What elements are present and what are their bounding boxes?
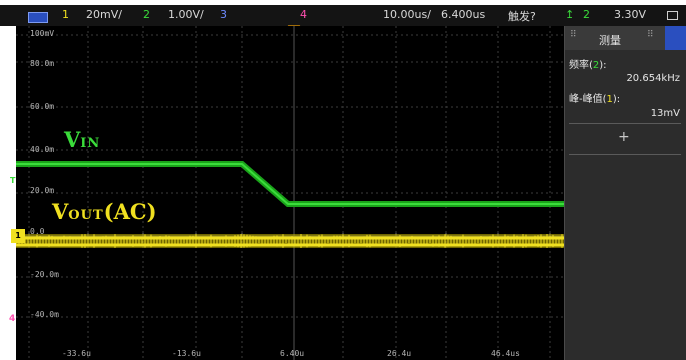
peak-to-peak-value: 13mV (650, 108, 680, 119)
graticule (16, 26, 564, 360)
drag-handle-icon[interactable]: ⠿ (570, 30, 577, 40)
x-label: 46.4us (491, 349, 520, 358)
menu-window-icon[interactable] (667, 11, 678, 20)
ch4-number[interactable]: 4 (300, 8, 307, 21)
panel-menu-button[interactable] (665, 26, 686, 50)
x-label: -13.6u (172, 349, 201, 358)
frequency-label: 频率(2): (569, 60, 607, 71)
y-label: 60.0m (30, 102, 55, 111)
x-label: 26.4u (387, 349, 412, 358)
ch1-scale[interactable]: 20mV/ (86, 8, 122, 21)
frequency-value: 20.654kHz (626, 73, 680, 84)
y-label: 80.0m (30, 59, 55, 68)
ch2-scale[interactable]: 1.00V/ (168, 8, 204, 21)
panel-divider (569, 123, 681, 124)
ch2-number[interactable]: 2 (143, 8, 150, 21)
waveform-display[interactable]: 100mV 80.0m 60.0m 40.0m 20.0m 0.0 -20.0m… (16, 26, 564, 360)
y-label: 100mV (30, 29, 55, 38)
measurement-panel: ⠿ 测量 ⠿ 频率(2): 20.654kHz 峰-峰值(1): 13mV + (564, 26, 686, 360)
ch3-number[interactable]: 3 (220, 8, 227, 21)
vout-annotation: VOUT(AC) (52, 199, 157, 224)
panel-divider (569, 154, 681, 155)
vin-trace (16, 161, 564, 207)
panel-header: ⠿ 测量 ⠿ (565, 26, 686, 50)
trigger-level[interactable]: 3.30V (614, 8, 647, 21)
y-label: -20.0m (30, 270, 59, 279)
ch1-ground-marker[interactable]: 1 (11, 229, 25, 243)
ch4-ground-marker[interactable]: 4 (9, 314, 16, 324)
trigger-channel[interactable]: 2 (583, 8, 590, 21)
trigger-level-marker[interactable]: T (10, 176, 16, 185)
y-label: -40.0m (30, 310, 59, 319)
y-label: 20.0m (30, 186, 55, 195)
add-measurement-button[interactable]: + (618, 129, 630, 145)
panel-title: 测量 (599, 34, 621, 47)
x-label: -33.6u (62, 349, 91, 358)
trigger-delay[interactable]: 6.400us (441, 8, 486, 21)
trigger-edge-icon: ↥ (565, 8, 575, 21)
status-bar: 1 20mV/ 2 1.00V/ 3 4 10.00us/ 6.400us 触发… (0, 5, 686, 26)
y-label: 0.0 (30, 227, 45, 236)
drag-handle-icon[interactable]: ⠿ (647, 30, 654, 40)
horizontal-gridlines (16, 34, 564, 318)
top-strip (0, 0, 686, 5)
timebase[interactable]: 10.00us/ (383, 8, 431, 21)
peak-to-peak-label: 峰-峰值(1): (569, 94, 621, 105)
ch1-active-button[interactable] (28, 12, 48, 23)
ch1-number[interactable]: 1 (62, 8, 69, 21)
x-label: 6.40u (280, 349, 305, 358)
vout-trace (16, 234, 564, 248)
vin-annotation: VIN (64, 127, 101, 152)
y-label: 40.0m (30, 145, 55, 154)
trigger-status[interactable]: 触发? (508, 10, 536, 23)
